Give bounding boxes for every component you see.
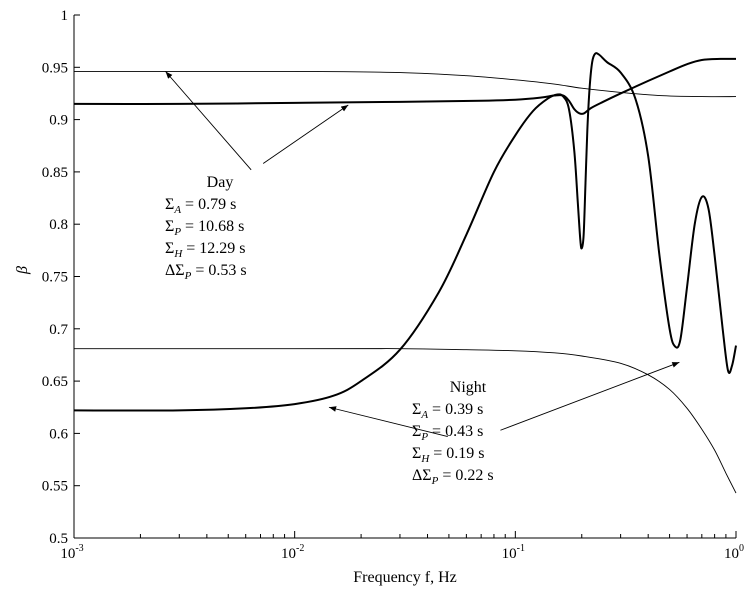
subscript: H [173,248,183,260]
series-line-3 [74,348,737,494]
stat-value: = 0.19 s [429,445,484,462]
axes: 0.50.550.60.650.70.750.80.850.90.95110-3… [42,8,744,562]
x-tick-label: 100 [724,543,744,562]
sigma-symbol: Σ [412,445,421,462]
y-tick-label: 1 [61,8,69,24]
subscript: H [420,453,430,465]
day-stat-line: ΔΣP = 0.53 s [165,262,247,282]
subscript: P [420,431,428,443]
subscript: P [184,270,192,282]
night-stat-line: ΣA = 0.39 s [412,401,483,421]
y-tick-label: 0.65 [42,374,68,390]
x-tick-label: 10-1 [502,543,525,562]
y-tick-label: 0.8 [49,217,68,233]
sigma-symbol: ΔΣ [412,467,432,484]
x-tick-exponent: -2 [296,543,304,554]
x-tick-exponent: 0 [739,543,744,554]
stat-value: = 0.43 s [428,423,483,440]
night-stat-line: ΣP = 0.43 s [412,423,483,443]
y-tick-label: 0.7 [49,322,68,338]
y-tick-label: 0.5 [49,531,68,547]
sigma-symbol: Σ [165,196,174,213]
night-title: Night [450,379,487,396]
x-tick-exponent: -1 [517,543,525,554]
stat-value: = 0.39 s [428,401,483,418]
stat-value: = 10.68 s [181,218,244,235]
y-tick-label: 0.75 [42,270,68,286]
y-tick-label: 0.85 [42,165,68,181]
stat-value: = 12.29 s [182,240,245,257]
x-tick-base: 10 [502,546,517,562]
sigma-symbol: ΔΣ [165,262,185,279]
stat-value: = 0.79 s [181,196,236,213]
night-stat-line: ΔΣP = 0.22 s [412,467,494,487]
night-stat-line: ΣH = 0.19 s [412,445,485,465]
subscript: P [431,475,439,487]
series-line-1 [73,70,737,98]
series-line-2 [73,57,737,115]
annotation-arrow [165,71,252,171]
x-tick-base: 10 [60,546,75,562]
x-axis-label: Frequency f, Hz [353,569,457,586]
y-tick-label: 0.95 [42,60,68,76]
sigma-symbol: Σ [412,401,421,418]
sigma-symbol: Σ [412,423,421,440]
sigma-symbol: Σ [165,218,174,235]
y-tick-label: 0.6 [49,426,68,442]
y-tick-label: 0.55 [42,479,68,495]
x-tick-base: 10 [724,546,739,562]
stat-value: = 0.22 s [438,467,493,484]
y-axis-label: β [14,266,31,275]
day-stat-line: ΣA = 0.79 s [165,196,236,216]
annotation-arrow [328,406,448,437]
x-tick-base: 10 [281,546,296,562]
annotation-arrow [500,361,680,431]
subscript: A [173,204,181,216]
stat-value: = 0.53 s [191,262,246,279]
y-tick-label: 0.9 [49,113,68,129]
day-title: Day [207,174,234,191]
x-tick-label: 10-3 [60,543,83,562]
sigma-symbol: Σ [165,240,174,257]
subscript: P [173,226,181,238]
day-stat-line: ΣP = 10.68 s [165,218,244,238]
subscript: A [420,409,428,421]
x-tick-exponent: -3 [75,543,83,554]
x-tick-label: 10-2 [281,543,304,562]
annotation-arrow [262,104,349,164]
series-layer [73,52,737,494]
series-line-4 [73,52,737,412]
day-stat-line: ΣH = 12.29 s [165,240,246,260]
